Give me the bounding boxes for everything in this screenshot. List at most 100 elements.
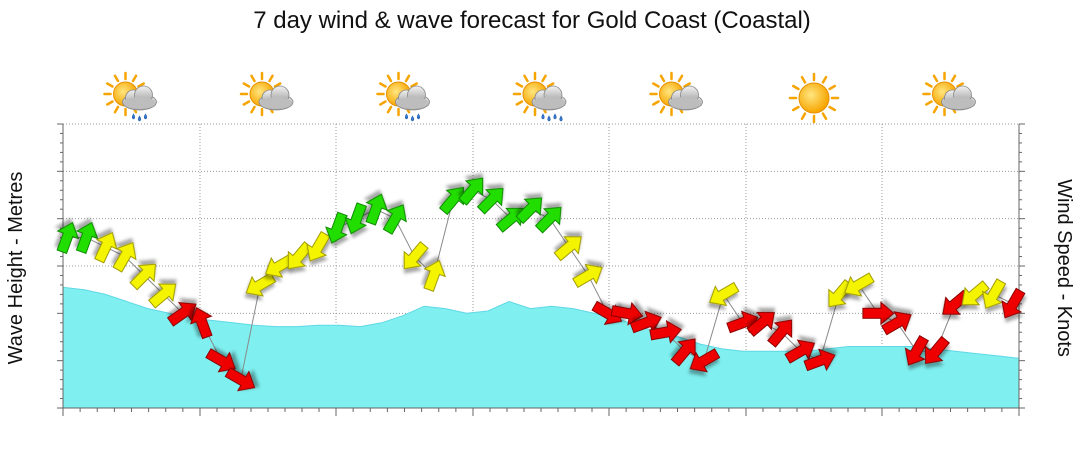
wind-arrow [205, 348, 236, 373]
sun-ray [652, 82, 660, 88]
wind-arrow [572, 263, 603, 289]
cloud-shape [395, 85, 430, 111]
sun-ray [956, 82, 964, 88]
rain-drop [404, 113, 409, 120]
wind-arrow [476, 187, 504, 215]
wind-arrow [534, 206, 562, 234]
cloud-base [260, 97, 292, 109]
sun-ray [683, 82, 691, 88]
wind-arrow [458, 177, 484, 206]
sun-ray [131, 74, 138, 83]
cloud-base [942, 97, 975, 109]
rain-drop [416, 113, 421, 120]
cloud-shape [531, 85, 567, 111]
sun-ray [515, 82, 524, 88]
sun-ray [523, 105, 529, 114]
sun-ray [800, 112, 807, 121]
sun-cloud-icon [649, 71, 703, 117]
wind-arrow [148, 283, 177, 309]
sun-ray [113, 105, 120, 114]
wind-arrow [981, 278, 1007, 309]
wind-arrow [306, 230, 331, 262]
sun-ray [925, 100, 933, 106]
cloud-base [396, 97, 429, 109]
rain-drop [553, 113, 557, 120]
y-axis-left-label: Wave Height - Metres [5, 172, 27, 365]
sun-ray [250, 105, 256, 114]
sun-icon [788, 72, 840, 124]
cloud-shape [668, 85, 703, 111]
sun-ray [379, 100, 387, 106]
wind-arrow [365, 193, 389, 226]
wind-arrow [881, 311, 912, 336]
sun-ray [410, 82, 418, 88]
wind-arrow [403, 241, 429, 270]
wind-arrow [649, 319, 683, 344]
wind-arrow [629, 310, 662, 334]
rain-drop [131, 113, 136, 120]
sun-ray [800, 75, 807, 84]
sun-ray [659, 105, 666, 114]
cloud-base [669, 97, 702, 109]
sun-ray [113, 74, 120, 83]
sun-ray [404, 74, 411, 83]
wind-arrow [961, 280, 990, 306]
rain-drop [143, 113, 148, 120]
sun-ray [828, 84, 837, 91]
wind-arrow [803, 348, 836, 372]
sun-ray [242, 82, 251, 88]
sun-ray [515, 100, 524, 106]
sun-ray [137, 82, 145, 88]
sun-ray [659, 74, 666, 83]
wind-arrow [553, 236, 582, 262]
wind-arrow [129, 263, 157, 291]
sun-ray [932, 105, 939, 114]
wind-arrow [245, 272, 277, 297]
sun-ray [273, 82, 282, 88]
sun-ray [821, 75, 828, 84]
day-forecast-row [103, 71, 976, 124]
wind-arrow [344, 202, 368, 235]
wind-arrow [438, 186, 464, 216]
cloud-shape [122, 85, 157, 111]
rain-drop [410, 115, 415, 122]
rain-drop [559, 115, 563, 122]
sun-ray [821, 112, 828, 121]
sun-cloud-showers-icon [376, 71, 430, 122]
sun-disc [798, 82, 830, 114]
sun-ray [106, 82, 114, 88]
rain-drop [547, 115, 551, 122]
wind-arrow [862, 301, 895, 326]
sun-ray [386, 74, 393, 83]
rain-drop [541, 113, 545, 120]
wind-arrow [904, 335, 930, 366]
wind-arrow [495, 207, 524, 233]
wind-arrow [610, 301, 644, 326]
wave-height-area [62, 286, 1020, 409]
wind-arrow [1001, 287, 1026, 319]
sun-ray [791, 105, 800, 112]
sun-ray [242, 100, 251, 106]
sun-ray [268, 74, 274, 83]
cloud-shape [258, 85, 294, 111]
wind-arrow [767, 319, 793, 348]
sun-ray [386, 105, 393, 114]
sun-cloud-icon [239, 71, 294, 117]
sun-ray [828, 105, 837, 112]
wind-arrow [746, 311, 775, 337]
y-axis-right-label: Wind Speed - Knots [1053, 179, 1075, 357]
wind-arrow [189, 307, 213, 340]
sun-cloud-showers-icon [103, 71, 157, 122]
wind-arrow [670, 338, 696, 367]
rain-drop [137, 115, 142, 122]
cloud-base [533, 97, 565, 109]
cloud-base [123, 97, 156, 109]
sun-ray [925, 82, 933, 88]
wind-arrow [689, 348, 721, 373]
sun-ray [791, 84, 800, 91]
wind-arrow [56, 221, 80, 255]
sun-ray [652, 100, 660, 106]
chart-title: 7 day wind & wave forecast for Gold Coas… [253, 7, 811, 34]
wind-arrow [784, 339, 816, 364]
